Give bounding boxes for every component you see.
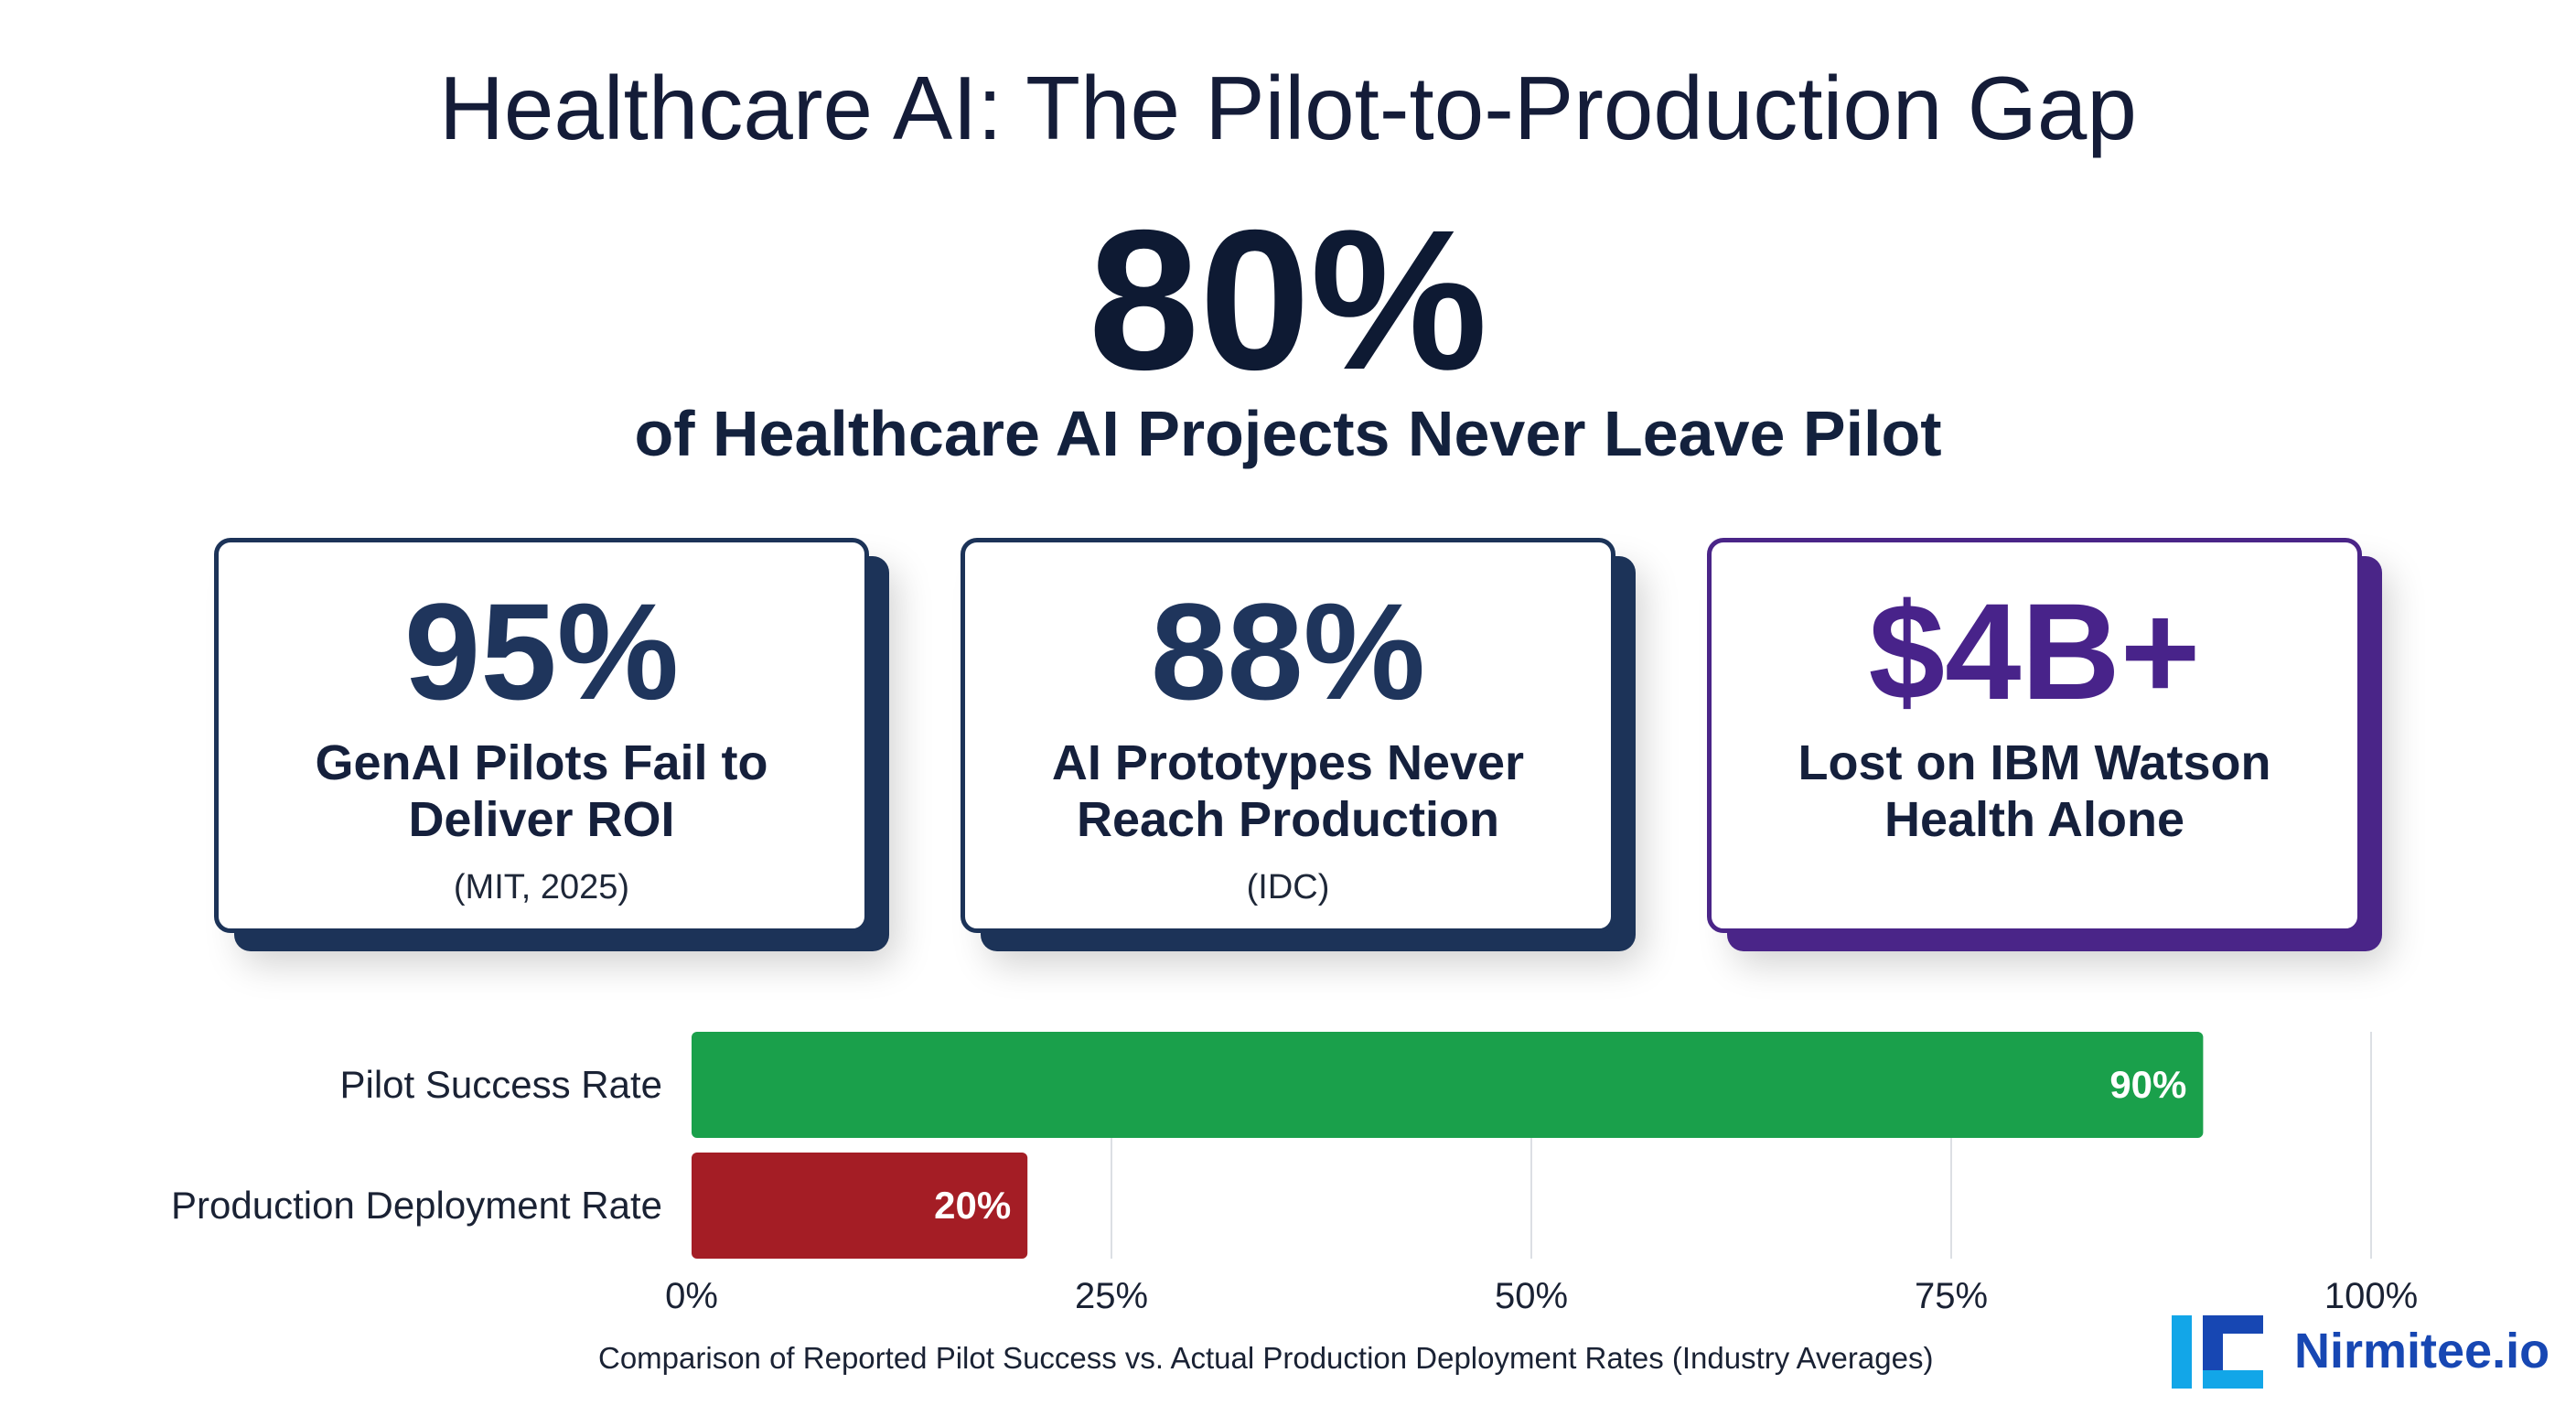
brand-logo: Nirmitee.io: [2172, 1315, 2556, 1389]
stat-card-description: AI Prototypes Never Reach Production: [983, 735, 1593, 848]
stat-card-ai-prototypes: 88% AI Prototypes Never Reach Production…: [961, 538, 1615, 933]
stat-card-value: 95%: [403, 574, 680, 728]
stat-card-source: (IDC): [1246, 868, 1330, 906]
chart-x-tick-label: 25%: [1075, 1276, 1148, 1316]
stat-card-ibm-watson: $4B+ Lost on IBM Watson Health Alone: [1707, 538, 2362, 933]
hero-stat-caption: of Healthcare AI Projects Never Leave Pi…: [634, 398, 1942, 469]
stat-card-description-line: Deliver ROI: [408, 792, 675, 847]
chart-category-label: Production Deployment Rate: [171, 1184, 662, 1227]
chart-x-tick-label: 0%: [665, 1276, 718, 1316]
hero-stat-value: 80%: [1088, 189, 1488, 412]
stat-card-description-line: AI Prototypes Never: [1051, 735, 1525, 790]
stat-card-genai-pilots: 95% GenAI Pilots Fail to Deliver ROI (MI…: [214, 538, 869, 933]
stat-card-value: $4B+: [1868, 574, 2201, 728]
stat-card-description-line: Health Alone: [1884, 792, 2185, 847]
stat-card-value: 88%: [1150, 574, 1426, 728]
chart-bar: [692, 1032, 2204, 1138]
stat-card-description: Lost on IBM Watson Health Alone: [1730, 735, 2339, 848]
page-title: Healthcare AI: The Pilot-to-Production G…: [439, 58, 2137, 158]
stat-card-source: (MIT, 2025): [453, 868, 630, 906]
chart-caption: Comparison of Reported Pilot Success vs.…: [598, 1341, 1934, 1375]
chart-x-tick-label: 50%: [1495, 1276, 1568, 1316]
chart-x-tick-label: 75%: [1915, 1276, 1988, 1316]
brand-name: Nirmitee.io: [2294, 1324, 2550, 1378]
stat-card-description: GenAI Pilots Fail to Deliver ROI: [237, 735, 846, 848]
stat-card-description-line: Lost on IBM Watson: [1798, 735, 2271, 790]
stat-card-description-line: Reach Production: [1076, 792, 1500, 847]
nirmitee-logo-icon: [2172, 1315, 2263, 1389]
stat-card-description-line: GenAI Pilots Fail to: [315, 735, 768, 790]
chart-bar-value-label: 90%: [2109, 1063, 2186, 1106]
chart-bar: [692, 1153, 1028, 1259]
chart-category-label: Pilot Success Rate: [340, 1063, 663, 1106]
bar-chart: 90% Pilot Success Rate 20% Production Deplo…: [171, 1032, 2418, 1316]
chart-x-tick-label: 100%: [2324, 1276, 2418, 1316]
chart-bar-value-label: 20%: [934, 1184, 1011, 1227]
